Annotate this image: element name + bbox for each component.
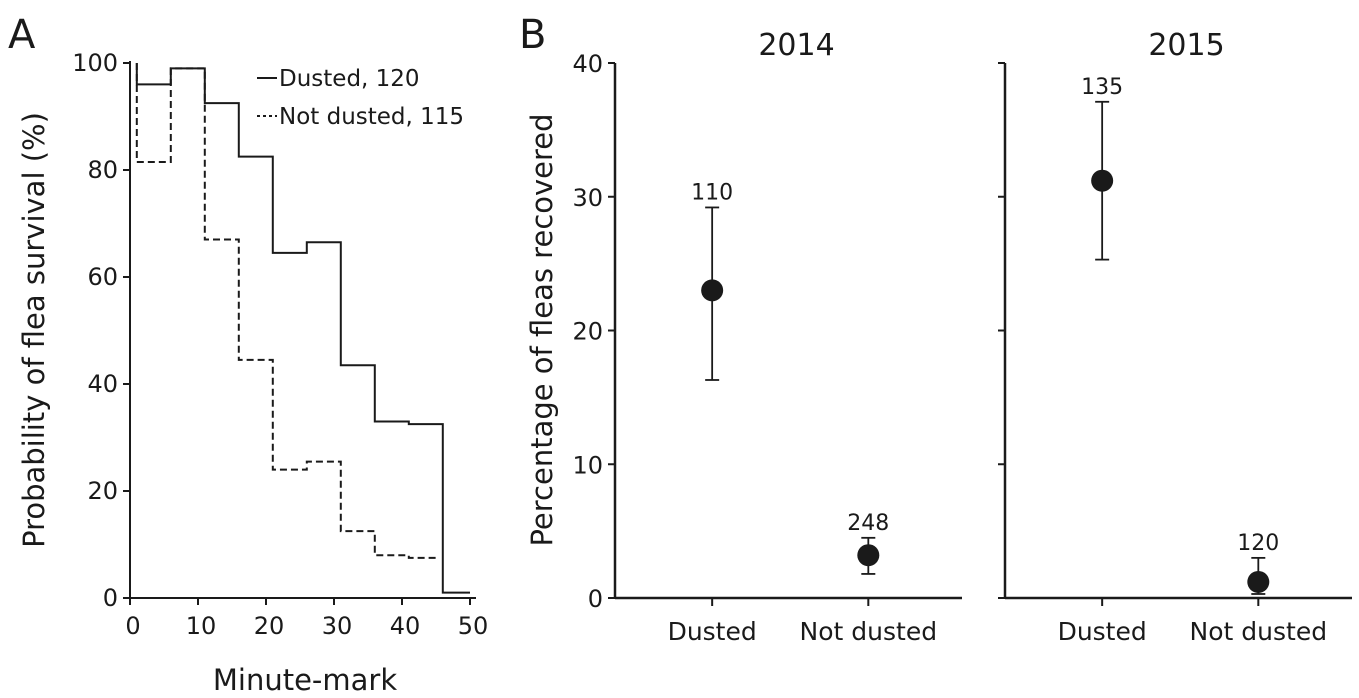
y-tick-label: 20 bbox=[572, 318, 603, 346]
x-tick-label: 0 bbox=[125, 612, 140, 640]
chart-title: 2015 bbox=[1148, 28, 1224, 63]
series-line-not-dusted bbox=[135, 63, 436, 559]
x-tick-label: Dusted bbox=[1058, 617, 1147, 646]
legend-entry: Dusted, 120 bbox=[279, 66, 420, 92]
recovery-chart-2014: 0 10 20 30 40 2014 Dusted 110 Not dusted 248 Perce… bbox=[525, 28, 962, 646]
y-tick-label: 40 bbox=[87, 370, 118, 398]
data-point bbox=[1247, 570, 1270, 593]
y-tick-label: 0 bbox=[103, 584, 118, 612]
legend-entry: Not dusted, 115 bbox=[279, 104, 464, 130]
y-tick-label: 0 bbox=[588, 585, 603, 613]
x-axis-title: Minute-mark bbox=[213, 663, 397, 697]
sample-size-label: 248 bbox=[847, 511, 889, 536]
x-tick-label: Dusted bbox=[668, 617, 757, 646]
x-tick-label: 30 bbox=[322, 612, 353, 640]
recovery-chart-2015: 2015 Dusted 135 Not dusted 120 bbox=[998, 28, 1352, 646]
y-tick-label: 100 bbox=[72, 49, 118, 77]
x-tick-label: 40 bbox=[390, 612, 421, 640]
survival-chart: 0 20 40 60 80 100 0 10 20 30 40 50 Minute-mark Probab… bbox=[17, 49, 488, 697]
y-tick-label: 20 bbox=[87, 477, 118, 505]
y-axis-title: Percentage of fleas recovered bbox=[525, 113, 559, 546]
data-point bbox=[857, 544, 880, 567]
y-tick-label: 60 bbox=[87, 263, 118, 291]
y-tick-label: 30 bbox=[572, 184, 603, 212]
y-tick-label: 10 bbox=[572, 451, 603, 479]
data-point bbox=[1091, 169, 1114, 192]
x-tick-label: 50 bbox=[458, 612, 489, 640]
x-tick-label: 20 bbox=[254, 612, 285, 640]
y-tick-label: 80 bbox=[87, 156, 118, 184]
series-line-dusted bbox=[135, 63, 470, 594]
y-axis-title: Probability of flea survival (%) bbox=[17, 112, 51, 548]
chart-title: 2014 bbox=[758, 28, 834, 63]
panel-label-b: B bbox=[519, 12, 546, 58]
sample-size-label: 120 bbox=[1237, 531, 1279, 556]
panel-label-a: A bbox=[8, 12, 36, 58]
x-tick-label: Not dusted bbox=[1190, 617, 1328, 646]
y-tick-label: 40 bbox=[572, 50, 603, 78]
sample-size-label: 110 bbox=[691, 180, 733, 205]
data-point bbox=[701, 279, 724, 302]
x-tick-label: 10 bbox=[186, 612, 217, 640]
x-tick-label: Not dusted bbox=[800, 617, 938, 646]
sample-size-label: 135 bbox=[1081, 75, 1123, 100]
